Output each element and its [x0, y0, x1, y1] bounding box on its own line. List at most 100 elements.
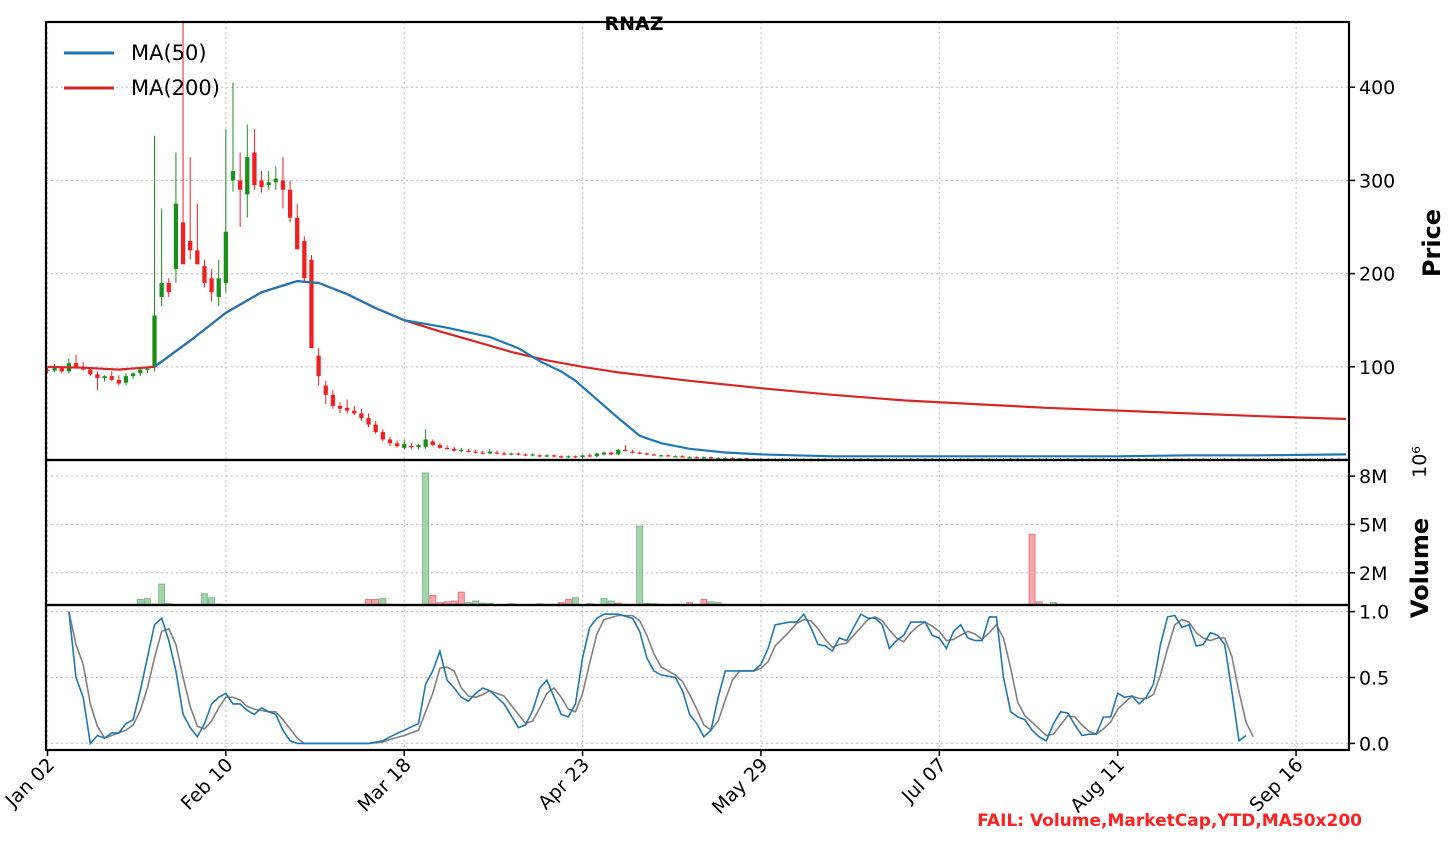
ma200-line [47, 279, 1347, 421]
volume-bars [136, 472, 1065, 606]
candle-body [680, 456, 685, 458]
panel-frame [44, 458, 1351, 607]
oscillator-panel: 0.0 0.5 1.0 [68, 602, 1389, 755]
candle-body [616, 449, 621, 455]
volume-bar [158, 583, 166, 606]
candle-body [730, 458, 735, 460]
candle-body [109, 376, 114, 380]
panel-frame [44, 603, 1351, 752]
x-tick-label: Jul 07 [897, 754, 951, 808]
candle-body [658, 455, 664, 457]
candle-body [130, 373, 136, 377]
candle-body [273, 178, 278, 183]
candle-body [359, 413, 364, 419]
candle-body [252, 152, 257, 186]
candle-body [587, 455, 592, 457]
ma50-line [153, 279, 1347, 458]
candle-body [295, 217, 300, 250]
osc-tick-label: 0.0 [1359, 733, 1389, 755]
candle-body [337, 405, 343, 409]
price-y-ticks: 100 200 300 400 [1349, 77, 1395, 379]
grid-layer [46, 22, 1349, 750]
candle-body [594, 453, 600, 457]
oscillator-lines [68, 611, 1255, 746]
candle-body [266, 182, 271, 186]
x-tick-label: Apr 23 [534, 754, 594, 814]
panel-frames [44, 20, 1351, 752]
candle-body [309, 259, 314, 349]
candle-body [173, 203, 179, 269]
volume-bar [201, 593, 208, 606]
candle-body [145, 368, 150, 370]
volume-tick-label: 8M [1359, 466, 1387, 488]
candle-body [88, 369, 93, 375]
candle-body [216, 278, 221, 297]
candle-body [423, 439, 428, 447]
oscillator-line [68, 611, 1255, 745]
candle-body [559, 456, 564, 458]
candle-body [551, 455, 557, 457]
candle-body [245, 157, 250, 195]
volume-offset-label: 10⁶ [1409, 446, 1431, 478]
candle-body [102, 376, 107, 378]
candle-body [73, 363, 79, 367]
candle-body [744, 458, 749, 460]
x-tick-label: May 29 [708, 754, 773, 819]
x-axis-ticks: Jan 02 Feb 10 Mar 18 Apr 23 May 29 Jul 07 Aug … [1, 750, 1308, 819]
candle-body [723, 458, 728, 460]
x-tick-label: Sep 16 [1245, 754, 1307, 816]
candle-body [501, 453, 507, 455]
candle-body [345, 407, 350, 411]
candle-body [651, 454, 657, 456]
candle-body [237, 180, 243, 190]
candle-body [687, 457, 692, 459]
candle-body [152, 315, 157, 367]
volume-tick-label: 5M [1359, 514, 1387, 536]
candle-body [637, 452, 642, 454]
candle-body [287, 189, 293, 218]
price-tick-label: 100 [1359, 357, 1395, 379]
candle-body [544, 455, 550, 457]
candle-body [708, 457, 714, 459]
candle-body [666, 455, 671, 457]
candle-body [466, 450, 471, 452]
candle-body [459, 449, 464, 451]
candle-body [223, 231, 229, 283]
candle-body [166, 282, 171, 293]
candle-body [123, 376, 129, 383]
candle-body [259, 180, 264, 187]
candle-body [188, 241, 193, 251]
candle-body [373, 424, 378, 433]
volume-bar [429, 594, 437, 606]
x-tick-label: Aug 11 [1066, 754, 1129, 817]
candle-body [608, 452, 614, 455]
candle-body [352, 410, 357, 414]
candle-body [537, 455, 542, 457]
candle-body [280, 180, 286, 190]
candle-body [195, 250, 200, 265]
candle-body [330, 394, 336, 406]
candle-body [716, 458, 721, 460]
x-tick-label: Feb 10 [177, 754, 238, 815]
candle-body [516, 453, 521, 455]
candle-body [566, 456, 571, 458]
legend-label: MA(200) [131, 76, 220, 100]
candle-body [180, 222, 186, 265]
candle-body [52, 367, 57, 371]
osc-tick-label: 0.5 [1359, 668, 1389, 690]
candle-body [394, 443, 400, 447]
candle-body [573, 456, 578, 458]
oscillator-y-ticks: 0.0 0.5 1.0 [1349, 602, 1389, 755]
candle-body [673, 456, 678, 458]
candle-body [316, 355, 321, 377]
chart-title: RNAZ [604, 13, 663, 35]
candle-body [59, 367, 64, 372]
price-y-label: Price [1418, 209, 1446, 277]
candle-body [494, 452, 500, 454]
candle-body [202, 266, 207, 283]
candle-body [737, 458, 742, 460]
candle-body [116, 379, 121, 384]
candle-body [644, 453, 649, 455]
volume-y-label: Volume [1406, 518, 1434, 618]
volume-y-ticks: 2M 5M 8M [1349, 466, 1387, 585]
